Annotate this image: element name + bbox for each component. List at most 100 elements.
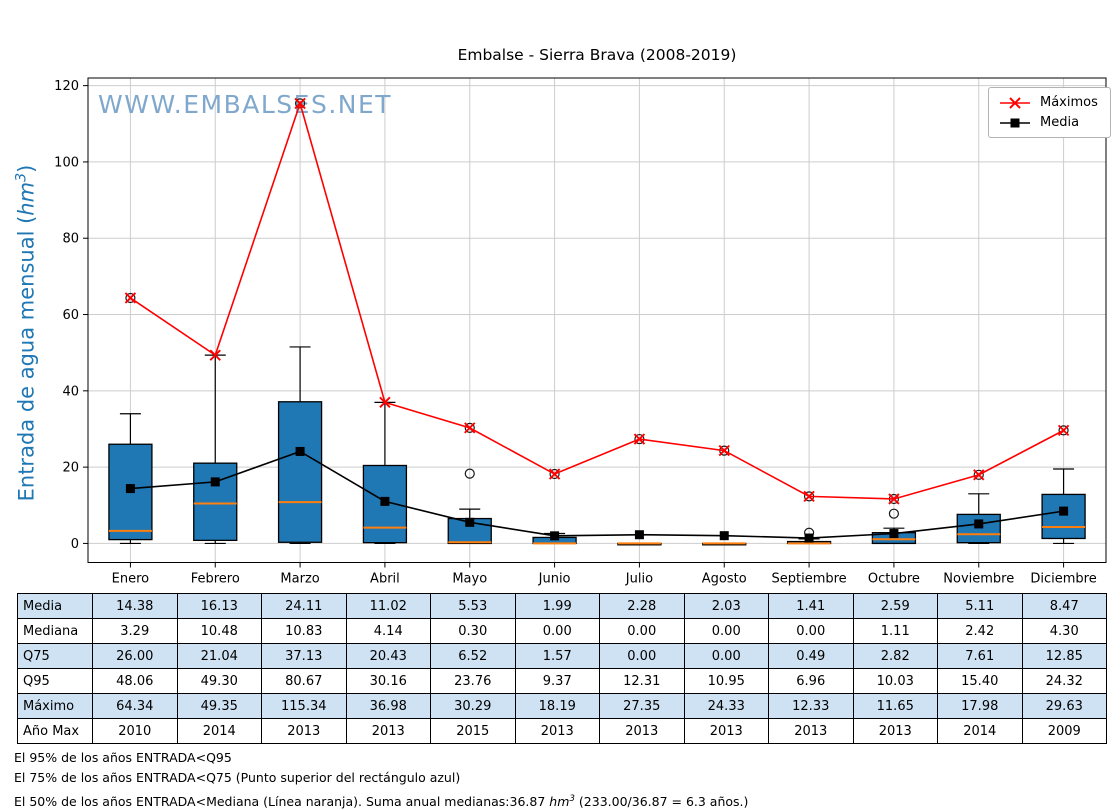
table-cell: 29.63 bbox=[1021, 693, 1107, 719]
table-cell: 9.37 bbox=[514, 668, 600, 694]
table-cell: 64.34 bbox=[92, 693, 178, 719]
x-tick-label: Abril bbox=[370, 572, 400, 587]
y-tick-label: 40 bbox=[62, 384, 79, 399]
y-axis-label-suffix: ) bbox=[14, 164, 39, 173]
outliers bbox=[125, 98, 1069, 538]
maximos-marker bbox=[379, 396, 391, 409]
legend-label-maximos: Máximos bbox=[1040, 95, 1098, 110]
media-marker bbox=[380, 496, 390, 506]
table-cell: 2013 bbox=[514, 718, 600, 744]
outlier-circle bbox=[1058, 425, 1069, 436]
table-cell: 6.52 bbox=[430, 643, 516, 669]
table-cell: 3.29 bbox=[92, 618, 178, 644]
table-cell: 49.35 bbox=[176, 693, 262, 719]
boxplot-abril bbox=[362, 401, 408, 545]
row-label: Año Max bbox=[17, 718, 93, 744]
table-cell: 15.40 bbox=[937, 668, 1023, 694]
table-cell: 2013 bbox=[599, 718, 685, 744]
row-label: Q75 bbox=[17, 643, 93, 669]
footnote-mediana: El 50% de los años ENTRADA<Mediana (Líne… bbox=[14, 794, 749, 810]
x-tick-label: Febrero bbox=[191, 572, 240, 587]
box bbox=[1041, 493, 1086, 540]
table-cell: 48.06 bbox=[92, 668, 178, 694]
x-tick-label: Mayo bbox=[452, 572, 487, 587]
table-cell: 26.00 bbox=[92, 643, 178, 669]
y-tick-label: 120 bbox=[54, 79, 79, 94]
x-tick-label: Octubre bbox=[868, 572, 920, 587]
y-axis-label-unit: hm bbox=[14, 181, 39, 216]
table-cell: 2.82 bbox=[852, 643, 938, 669]
table-cell: 12.85 bbox=[1021, 643, 1107, 669]
boxplot-noviembre bbox=[956, 493, 1001, 545]
maximos-marker bbox=[718, 444, 730, 457]
table-cell: 20.43 bbox=[345, 643, 431, 669]
maximos-marker bbox=[209, 349, 221, 361]
legend-item-maximos: Máximos bbox=[998, 95, 1098, 110]
table-row-media: Media 14.38 16.13 24.11 11.02 5.53 1.99 2.28 2.0… bbox=[17, 593, 1107, 619]
boxplot-agosto bbox=[702, 542, 747, 546]
table-cell: 11.02 bbox=[345, 593, 431, 619]
y-axis-label-text: Entrada de agua mensual ( bbox=[14, 215, 39, 502]
table-cell: 16.13 bbox=[176, 593, 262, 619]
table-row-mediana: Mediana 3.29 10.48 10.83 4.14 0.30 0.00 0.00 0.0… bbox=[17, 618, 1107, 644]
outlier-circle bbox=[549, 468, 560, 480]
maximos-marker bbox=[294, 97, 306, 110]
table-cell: 11.65 bbox=[852, 693, 938, 719]
outlier-circle bbox=[973, 469, 984, 480]
axes: 0 20 40 60 80 100 120 Enero Febrero Marzo Abril May… bbox=[54, 77, 1107, 587]
table-cell: 10.03 bbox=[852, 668, 938, 694]
table-cell: 2013 bbox=[768, 718, 854, 744]
table-cell: 1.41 bbox=[768, 593, 854, 619]
table-cell: 2013 bbox=[345, 718, 431, 744]
boxplot-enero bbox=[108, 413, 153, 545]
outlier-circle bbox=[464, 468, 475, 479]
x-tick-label: Marzo bbox=[280, 572, 319, 587]
table-cell: 24.32 bbox=[1021, 668, 1107, 694]
table-cell: 12.33 bbox=[768, 693, 854, 719]
maximos-marker bbox=[124, 292, 137, 304]
boxplot-julio bbox=[617, 542, 662, 546]
media-line-square-icon bbox=[1000, 118, 1030, 127]
table-cell: 2014 bbox=[176, 718, 262, 744]
table-cell: 2.42 bbox=[937, 618, 1023, 644]
table-cell: 18.19 bbox=[514, 693, 600, 719]
footnote-q95: El 95% de los años ENTRADA<Q95 bbox=[14, 750, 232, 765]
table-cell: 17.98 bbox=[937, 693, 1023, 719]
table-cell: 27.35 bbox=[599, 693, 685, 719]
y-axis-label: Entrada de agua mensual (hm3) bbox=[14, 165, 39, 502]
table-cell: 115.34 bbox=[261, 693, 347, 719]
table-cell: 12.31 bbox=[599, 668, 685, 694]
table-row-q75: Q75 26.00 21.04 37.13 20.43 6.52 1.57 0.00 0.00 0… bbox=[17, 643, 1107, 669]
table-row-máximo: Máximo 64.34 49.35 115.34 36.98 30.29 18.19 27.… bbox=[17, 693, 1107, 719]
y-tick-label: 20 bbox=[62, 461, 79, 476]
chart-title: Embalse - Sierra Brava (2008-2019) bbox=[457, 46, 737, 64]
table-cell: 24.11 bbox=[261, 593, 347, 619]
table-cell: 10.48 bbox=[176, 618, 262, 644]
box bbox=[277, 401, 323, 543]
table-cell: 7.61 bbox=[937, 643, 1023, 669]
table-cell: 0.00 bbox=[768, 618, 854, 644]
table-cell: 37.13 bbox=[261, 643, 347, 669]
media-marker bbox=[210, 477, 220, 487]
table-cell: 1.11 bbox=[852, 618, 938, 644]
table-cell: 2.59 bbox=[852, 593, 938, 619]
table-cell: 24.33 bbox=[683, 693, 769, 719]
media-marker bbox=[1059, 506, 1069, 516]
plot-frame bbox=[87, 77, 1107, 563]
x-tick-label: Junio bbox=[538, 572, 571, 587]
media-marker bbox=[719, 531, 729, 541]
table-cell: 30.16 bbox=[345, 668, 431, 694]
maximos-marker bbox=[633, 433, 646, 445]
legend-label-media: Media bbox=[1040, 115, 1080, 130]
monthly-statistics-table: Media 14.38 16.13 24.11 11.02 5.53 1.99 2.28 2.0… bbox=[17, 593, 1107, 744]
media-marker bbox=[295, 446, 305, 456]
media-marker bbox=[974, 519, 984, 529]
maximos-marker bbox=[464, 422, 476, 434]
table-cell: 49.30 bbox=[176, 668, 262, 694]
boxplot-marzo bbox=[277, 346, 323, 545]
x-tick-label: Diciembre bbox=[1030, 572, 1096, 587]
maximos-marker bbox=[973, 469, 985, 481]
maximos-marker bbox=[1057, 424, 1070, 437]
y-tick-label: 80 bbox=[62, 232, 79, 247]
table-cell: 4.30 bbox=[1021, 618, 1107, 644]
